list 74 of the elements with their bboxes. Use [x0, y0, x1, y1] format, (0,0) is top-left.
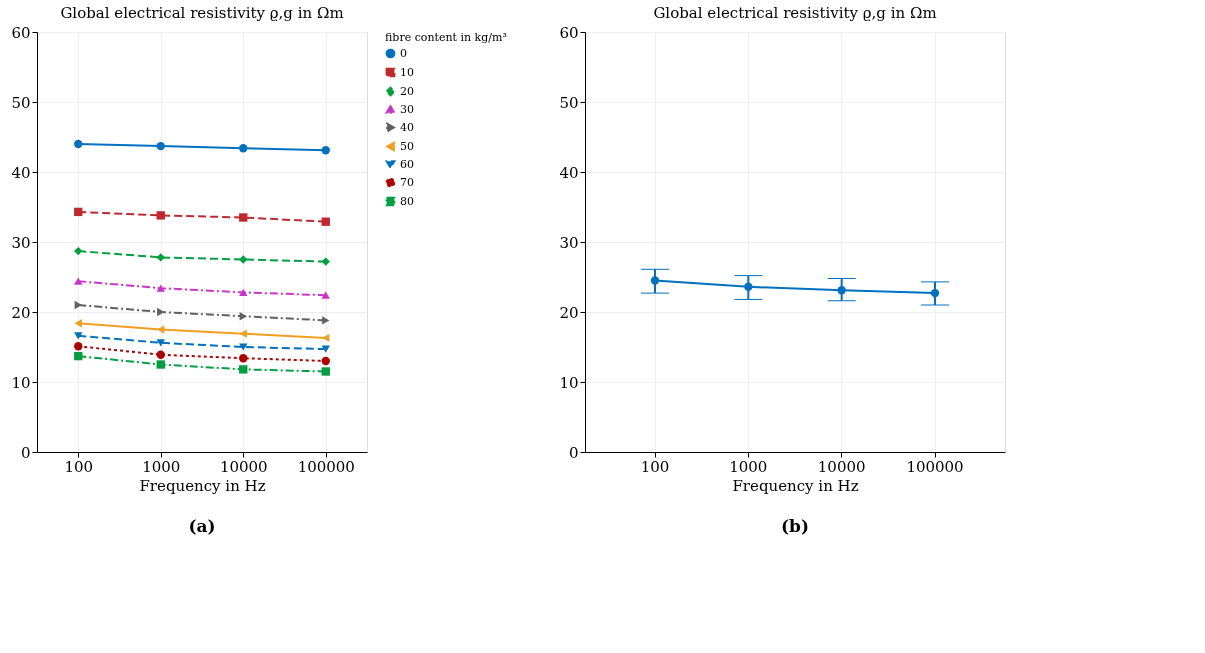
- x-axis-title: Frequency in Hz: [139, 476, 266, 495]
- point: [239, 329, 247, 338]
- chart-title: Global electrical resistivity ϱ,g in Ωm: [60, 4, 344, 22]
- point: [156, 339, 165, 347]
- legend-label: 70: [400, 175, 414, 189]
- x-tick-label: 10000: [219, 457, 268, 476]
- point: [74, 300, 82, 310]
- point: [156, 284, 165, 292]
- point: [156, 350, 165, 359]
- x-axis-title: Frequency in Hz: [732, 476, 859, 495]
- point: [156, 211, 165, 220]
- point: [239, 255, 248, 264]
- y-tick-label: 20: [11, 303, 31, 322]
- point: [74, 332, 83, 340]
- x-tick-label: 1000: [729, 457, 768, 476]
- point: [74, 139, 83, 149]
- point: [239, 312, 247, 321]
- y-tick-label: 60: [11, 23, 31, 42]
- point: [239, 288, 248, 297]
- point: [157, 325, 165, 334]
- point: [74, 319, 82, 328]
- point: [322, 316, 330, 325]
- text: (b): [781, 516, 809, 536]
- chart-title: Global electrical resistivity ϱ,g in Ωm: [653, 4, 937, 22]
- point: [156, 253, 165, 262]
- y-tick-label: 0: [20, 443, 31, 462]
- y-tick-label: 10: [559, 373, 579, 392]
- legend-label: 20: [400, 84, 414, 98]
- point: [321, 367, 330, 376]
- text: (a): [188, 516, 216, 536]
- x-tick-label: 100: [640, 457, 670, 476]
- point: [321, 146, 330, 155]
- x-tick-label: 100: [64, 457, 94, 476]
- point: [74, 277, 83, 285]
- point: [239, 365, 248, 374]
- x-tick-label: 100000: [906, 457, 964, 476]
- y-tick-label: 40: [11, 163, 31, 182]
- point: [156, 360, 165, 369]
- point: [157, 307, 165, 317]
- y-tick-label: 30: [559, 233, 579, 252]
- y-tick-label: 60: [559, 23, 579, 42]
- point: [74, 207, 83, 217]
- legend-label: 40: [400, 120, 414, 134]
- y-tick-label: 30: [11, 233, 31, 252]
- legend-label: 10: [400, 65, 414, 79]
- point: [321, 356, 330, 366]
- legend-label: 0: [400, 46, 407, 60]
- y-tick-label: 10: [11, 373, 31, 392]
- y-tick-label: 50: [559, 93, 579, 112]
- point: [321, 345, 330, 353]
- point: [239, 354, 248, 363]
- y-tick-label: 50: [11, 93, 31, 112]
- legend-title: fibre content in kg/m³: [385, 31, 507, 44]
- legend-label: 80: [400, 194, 414, 208]
- point: [239, 144, 248, 153]
- point: [74, 351, 83, 361]
- x-tick-label: 100000: [297, 457, 355, 476]
- point: [321, 291, 330, 299]
- x-tick-label: 1000: [142, 457, 181, 476]
- point: [239, 213, 248, 222]
- point: [321, 217, 330, 226]
- point: [74, 246, 83, 256]
- legend-label: 60: [400, 157, 414, 171]
- point: [322, 333, 330, 343]
- y-tick-label: 0: [568, 443, 579, 462]
- point: [239, 343, 248, 351]
- point: [74, 342, 83, 351]
- x-tick-label: 10000: [817, 457, 866, 476]
- point: [321, 257, 330, 266]
- legend-label: 50: [400, 139, 414, 153]
- legend-label: 30: [400, 102, 414, 116]
- y-tick-label: 40: [559, 163, 579, 182]
- point: [156, 141, 165, 151]
- y-tick-label: 20: [559, 303, 579, 322]
